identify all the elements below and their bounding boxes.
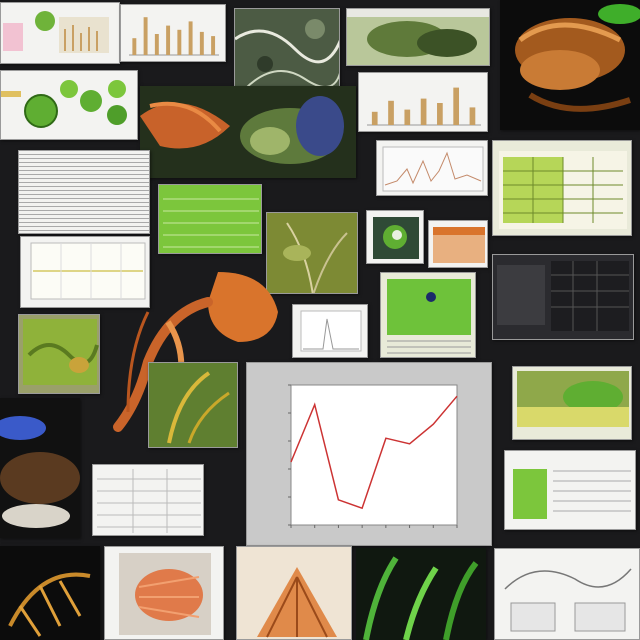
bar-chart-small <box>120 4 226 62</box>
diagram-document-panel <box>494 548 640 640</box>
orange-creature-graphic <box>500 0 640 130</box>
green-specimen-tile <box>346 8 490 66</box>
lab-photo-tile <box>512 366 632 440</box>
fan-specimen-graphic <box>237 547 352 640</box>
orange-creature-photo-mid <box>140 86 356 178</box>
small-chart-graphic <box>293 305 368 358</box>
orange-tag-panel <box>428 220 488 268</box>
bar <box>132 38 136 55</box>
bar <box>453 88 459 125</box>
spectrum-line-graphic <box>377 141 488 196</box>
bar <box>166 26 170 55</box>
bar <box>421 99 427 125</box>
green-report-panel <box>504 450 636 530</box>
blue-organism-photo <box>0 398 80 538</box>
green-plants-photo <box>356 548 486 640</box>
green-circles-graphic <box>1 3 120 64</box>
yellow-specimen-tile <box>148 362 238 448</box>
bar-chart-small-plot <box>121 5 226 62</box>
spectrum-line-chart <box>376 140 488 196</box>
orange-skeleton-graphic <box>0 546 100 640</box>
shrimp-specimen-tile <box>104 546 224 640</box>
bar <box>404 110 410 125</box>
petri-dish-graphic <box>1 71 138 140</box>
bar <box>200 32 204 55</box>
bar <box>144 17 148 55</box>
cell-image-tile <box>366 210 424 264</box>
bar <box>388 101 394 125</box>
cell-image-graphic <box>367 211 424 264</box>
dark-data-panel <box>492 254 634 340</box>
petri-dish-panel <box>0 70 138 140</box>
green-field-graphic <box>381 273 476 358</box>
green-circles-panel <box>0 2 120 64</box>
bar <box>437 103 443 125</box>
green-plants-graphic <box>356 548 486 640</box>
orange-creature-mid-graphic <box>140 86 356 178</box>
main-line-chart-window <box>246 362 492 546</box>
bar <box>211 36 215 55</box>
green-spreadsheet-panel <box>492 140 632 236</box>
bar <box>189 21 193 55</box>
blue-organism-graphic <box>0 398 80 538</box>
small-chart-tile <box>292 304 368 358</box>
green-table-panel <box>158 184 262 254</box>
bar-chart-mid <box>358 72 488 132</box>
bar-chart-mid-plot <box>359 73 488 132</box>
aerial-map-tile <box>234 8 340 90</box>
table-panel-left-graphic <box>93 465 204 536</box>
bar <box>470 107 476 125</box>
orange-creature-photo-top <box>500 0 640 130</box>
bar <box>372 112 378 125</box>
green-table-graphic <box>159 185 262 254</box>
yellow-specimen-graphic <box>149 363 238 448</box>
green-specimen-graphic <box>347 9 490 66</box>
table-panel-left <box>92 464 204 536</box>
shrimp-specimen-graphic <box>105 547 224 640</box>
orange-tag-graphic <box>429 221 488 268</box>
text-document-panel <box>18 150 150 234</box>
main-line-chart-plot <box>247 363 492 546</box>
diagram-document-graphic <box>495 549 640 640</box>
green-microscopy-graphic <box>19 315 100 394</box>
green-spreadsheet-graphic <box>493 141 632 236</box>
orange-skeleton-photo <box>0 546 100 640</box>
lab-photo-graphic <box>513 367 632 440</box>
green-microscopy-tile <box>18 314 100 394</box>
green-report-graphic <box>505 451 636 530</box>
aerial-map-graphic <box>235 9 340 90</box>
bar <box>155 34 159 55</box>
plot-area <box>291 385 457 525</box>
dark-data-graphic <box>493 255 634 340</box>
fan-specimen-tile <box>236 546 352 640</box>
bar <box>177 30 181 55</box>
green-field-panel <box>380 272 476 358</box>
